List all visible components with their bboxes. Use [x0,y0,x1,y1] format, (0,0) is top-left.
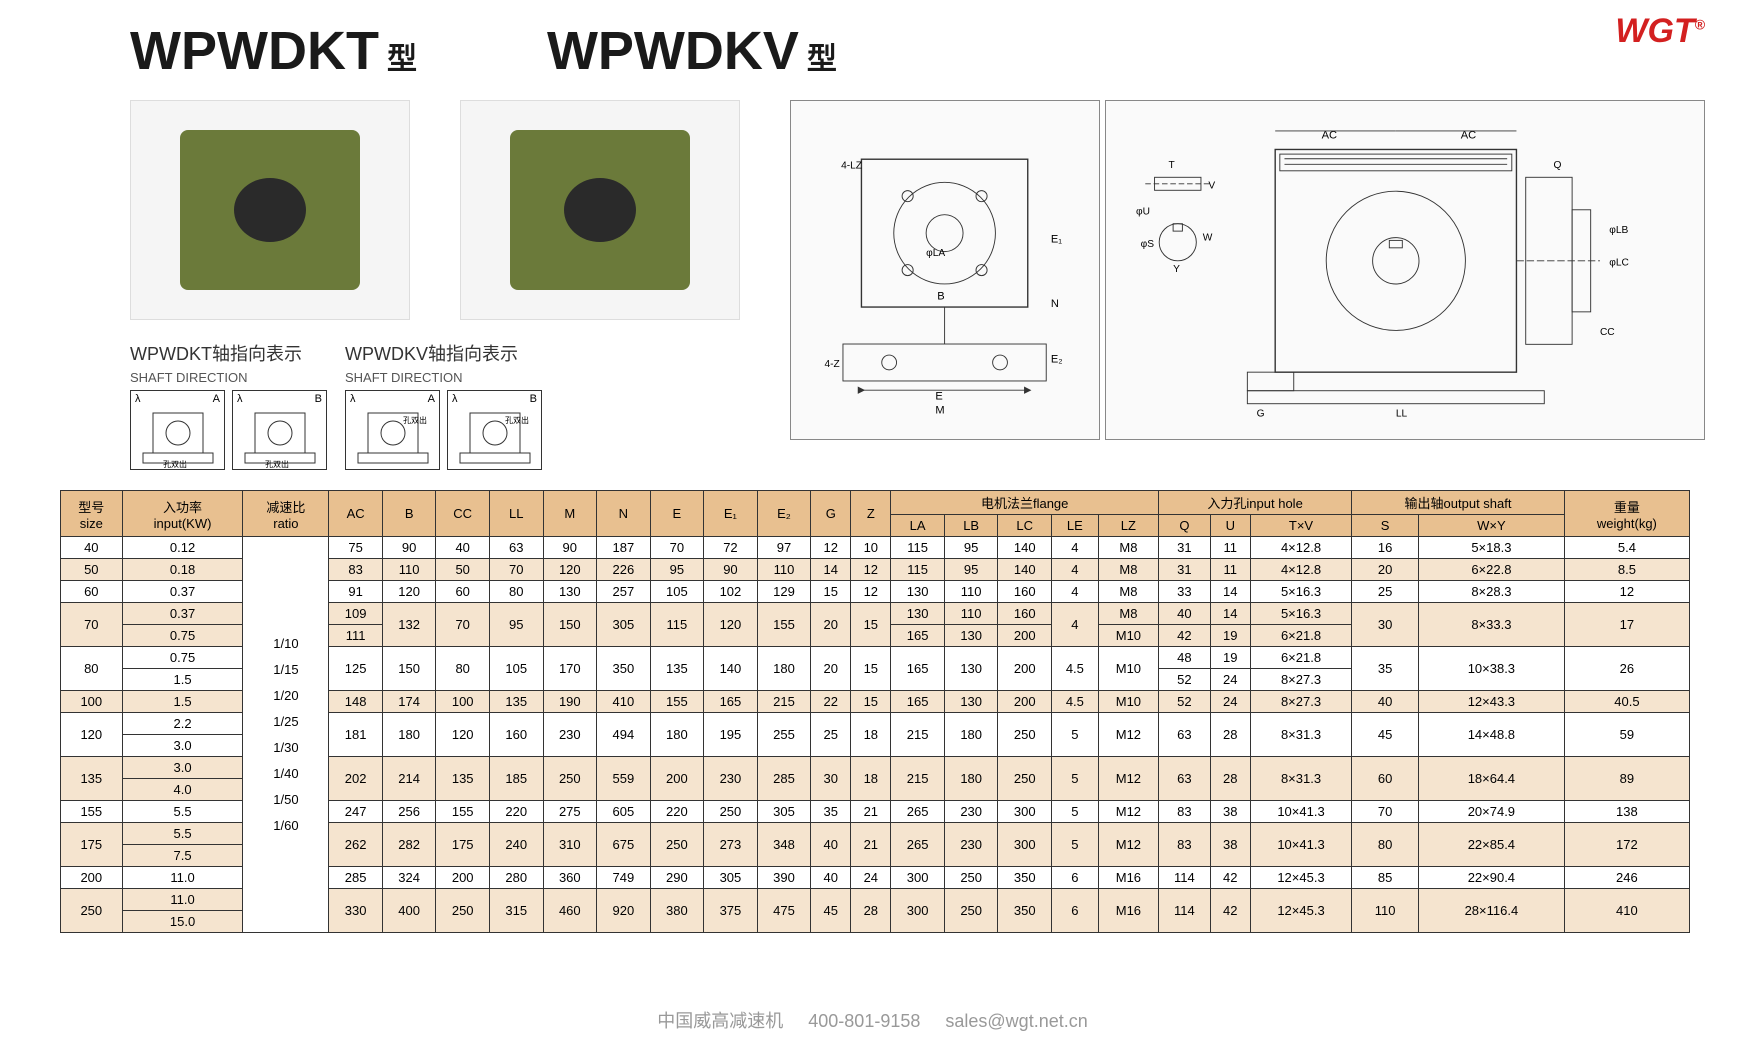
svg-text:G: G [1257,409,1265,420]
footer-company: 中国威高减速机 [657,1011,783,1031]
svg-text:孔双出: 孔双出 [265,459,289,469]
svg-text:φU: φU [1136,206,1150,217]
engineering-drawing-side: T V φS Y W φU AC AC Q φLB φLC CC G LL [1105,100,1705,440]
svg-text:φLA: φLA [927,248,946,259]
specifications-table: 型号size 入功率input(KW) 减速比ratio ACBCC LLMN … [60,490,1690,933]
product-photo-wpwdkt [130,100,410,320]
svg-text:E₂: E₂ [1051,353,1063,365]
engineering-drawing-front: 4-LZ 4-Z E M E₁ N E₂ φLA B [790,100,1100,440]
svg-text:φLB: φLB [1609,225,1628,236]
wgt-logo: WGT® [1615,12,1705,51]
svg-text:M: M [936,404,945,416]
shaft-direction-label-2: WPWDKV轴指向表示SHAFT DIRECTION [345,340,518,387]
shaft-diagram-2a: λA 孔双出 [345,390,440,470]
footer-phone: 400-801-9158 [808,1011,920,1031]
svg-text:4-LZ: 4-LZ [842,160,863,171]
svg-text:N: N [1051,298,1059,310]
page-footer: 中国威高减速机 400-801-9158 sales@wgt.net.cn [0,1007,1745,1033]
title-wpwdkv: WPWDKV 型 [547,20,837,82]
shaft-diagram-1b: λB 孔双出 [232,390,327,470]
title2-text: WPWDKV [547,20,799,82]
svg-text:4-Z: 4-Z [825,359,840,370]
product-photo-wpwdkv [460,100,740,320]
svg-text:E₁: E₁ [1051,233,1062,245]
title2-suffix: 型 [807,34,837,78]
svg-text:W: W [1203,232,1213,243]
svg-text:φS: φS [1141,239,1155,250]
svg-text:E: E [936,390,943,402]
svg-text:孔双出: 孔双出 [163,459,187,469]
svg-text:CC: CC [1600,327,1615,338]
svg-text:孔双出: 孔双出 [403,415,427,425]
svg-text:Y: Y [1173,264,1180,275]
svg-text:孔双出: 孔双出 [505,415,529,425]
svg-text:φLC: φLC [1609,257,1629,268]
svg-text:Q: Q [1553,160,1561,171]
title1-text: WPWDKT [130,20,379,82]
title1-suffix: 型 [387,34,417,78]
svg-text:LL: LL [1396,409,1408,420]
svg-text:B: B [938,291,945,303]
shaft-diagram-1a: λA 孔双出 [130,390,225,470]
title-wpwdkt: WPWDKT 型 [130,20,417,82]
shaft-diagram-2b: λB 孔双出 [447,390,542,470]
svg-text:T: T [1168,160,1174,171]
svg-text:V: V [1208,180,1215,191]
footer-email: sales@wgt.net.cn [945,1011,1087,1031]
shaft-direction-label-1: WPWDKT轴指向表示SHAFT DIRECTION [130,340,302,387]
